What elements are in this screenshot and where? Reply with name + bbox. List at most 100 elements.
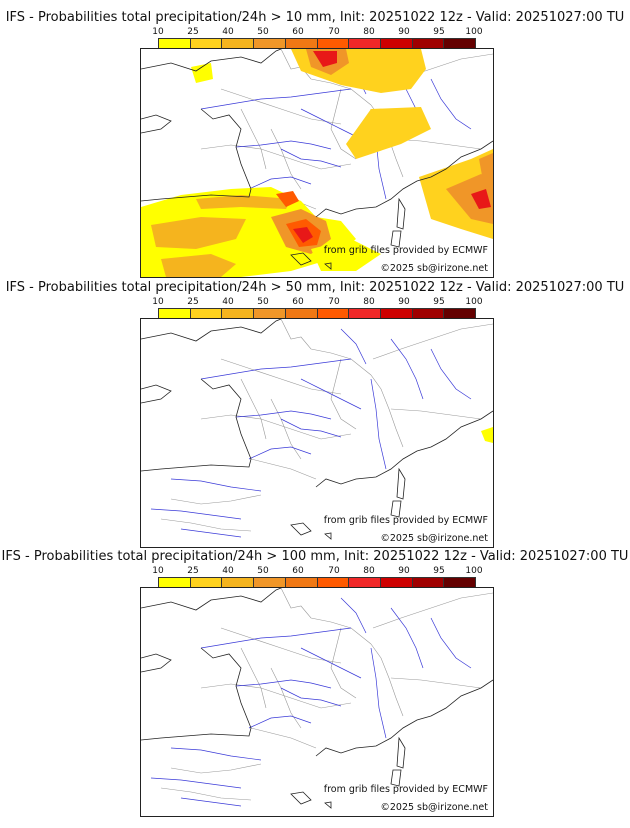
colorbar-tick-label: 10 — [152, 566, 164, 576]
colorbar-swatch — [285, 578, 318, 587]
coastline — [141, 647, 252, 741]
colorbar-tick-label: 40 — [222, 566, 234, 576]
map-overlay — [141, 49, 493, 270]
coastline — [315, 140, 493, 218]
credit-copyright: ©2025 sb@irizone.net — [380, 533, 488, 544]
precip-field — [141, 49, 493, 277]
border-line — [240, 647, 267, 709]
field-iberia-inner — [151, 217, 246, 249]
credit-source: from grib files provided by ECMWF — [323, 245, 488, 256]
river-line — [370, 378, 387, 470]
colorbar-tick-label: 70 — [328, 27, 340, 37]
border-line — [330, 358, 357, 430]
colorbar-swatch — [254, 309, 286, 318]
map-overlay — [141, 588, 493, 809]
colorbar-swatch — [222, 578, 255, 587]
coastline — [390, 500, 402, 518]
border-line — [200, 683, 352, 709]
colorbar-swatch — [444, 309, 476, 318]
colorbar-swatch — [254, 39, 286, 48]
border-line — [372, 323, 493, 360]
map-svg — [141, 588, 493, 809]
colorbar-tick-labels: 10 25 40 50 60 70 80 90 95 100 — [152, 297, 482, 307]
credit-source: from grib files provided by ECMWF — [323, 515, 488, 526]
colorbar-swatch — [380, 39, 413, 48]
panel-100mm: IFS - Probabilities total precipitation/… — [0, 549, 630, 819]
colorbar-swatch — [285, 39, 318, 48]
colorbar-tick-label: 80 — [363, 566, 375, 576]
colorbar — [158, 577, 476, 588]
colorbar-tick-label: 25 — [187, 297, 199, 307]
probability-map-100mm: from grib files provided by ECMWF ©2025 … — [140, 587, 494, 817]
coastline — [324, 801, 332, 809]
border-line — [200, 144, 352, 170]
colorbar-swatch — [412, 309, 445, 318]
border-line — [330, 627, 357, 699]
border-line — [390, 677, 482, 689]
border-line — [372, 592, 493, 629]
colorbar-tick-label: 60 — [292, 297, 304, 307]
panel-title: IFS - Probabilities total precipitation/… — [5, 280, 625, 295]
border-line — [270, 667, 302, 729]
border-line — [170, 763, 262, 774]
colorbar-swatch — [159, 309, 191, 318]
colorbar-swatch — [254, 578, 286, 587]
colorbar-swatch — [159, 578, 191, 587]
border-line — [170, 494, 262, 505]
field-pyrenees-ne — [276, 191, 299, 207]
river-line — [180, 797, 242, 807]
coastline — [315, 679, 493, 757]
field-italy-core — [471, 189, 491, 209]
border-line — [250, 458, 317, 480]
colorbar-tick-label: 40 — [222, 297, 234, 307]
colorbar-swatch — [222, 39, 255, 48]
colorbar-tick-label: 40 — [222, 27, 234, 37]
coastline — [141, 108, 252, 202]
border-line — [220, 358, 342, 395]
border-line — [370, 643, 404, 717]
colorbar-swatch — [317, 39, 350, 48]
field-iberia-south — [161, 254, 236, 277]
coastline — [396, 197, 406, 230]
colorbar-tick-label: 50 — [257, 297, 269, 307]
precip-field — [481, 427, 493, 443]
colorbar-tick-label: 60 — [292, 27, 304, 37]
coastline — [390, 769, 402, 787]
river-line — [390, 607, 424, 669]
coastline — [396, 467, 406, 500]
colorbar-swatch — [380, 578, 413, 587]
colorbar-tick-label: 25 — [187, 566, 199, 576]
coastline — [141, 653, 172, 673]
probability-map-50mm: from grib files provided by ECMWF ©2025 … — [140, 318, 494, 548]
colorbar-swatch — [190, 39, 223, 48]
colorbar-swatch — [349, 309, 381, 318]
field-rhine — [346, 107, 431, 159]
colorbar-swatch — [349, 39, 381, 48]
river-line — [200, 358, 352, 380]
colorbar-swatch — [380, 309, 413, 318]
coastline — [141, 114, 172, 134]
colorbar-tick-label: 100 — [465, 297, 483, 307]
map-svg — [141, 49, 493, 277]
colorbar-tick-label: 50 — [257, 566, 269, 576]
river-line — [248, 446, 312, 460]
credit-source: from grib files provided by ECMWF — [323, 784, 488, 795]
field-cantabria — [196, 195, 291, 209]
river-line — [280, 418, 342, 438]
border-line — [200, 414, 352, 440]
river-line — [200, 627, 352, 649]
colorbar-swatch — [317, 578, 350, 587]
river-line — [300, 108, 362, 140]
colorbar-tick-label: 95 — [433, 297, 445, 307]
colorbar-swatch — [412, 39, 445, 48]
border-line — [160, 518, 252, 532]
panel-10mm: IFS - Probabilities total precipitation/… — [0, 10, 630, 280]
river-line — [340, 597, 367, 634]
river-line — [280, 148, 342, 168]
credit-copyright: ©2025 sb@irizone.net — [380, 802, 488, 813]
colorbar-tick-label: 100 — [465, 566, 483, 576]
field-catalonia-core — [293, 227, 313, 243]
river-line — [170, 478, 262, 492]
coastline — [141, 378, 252, 472]
basemap — [150, 319, 493, 538]
